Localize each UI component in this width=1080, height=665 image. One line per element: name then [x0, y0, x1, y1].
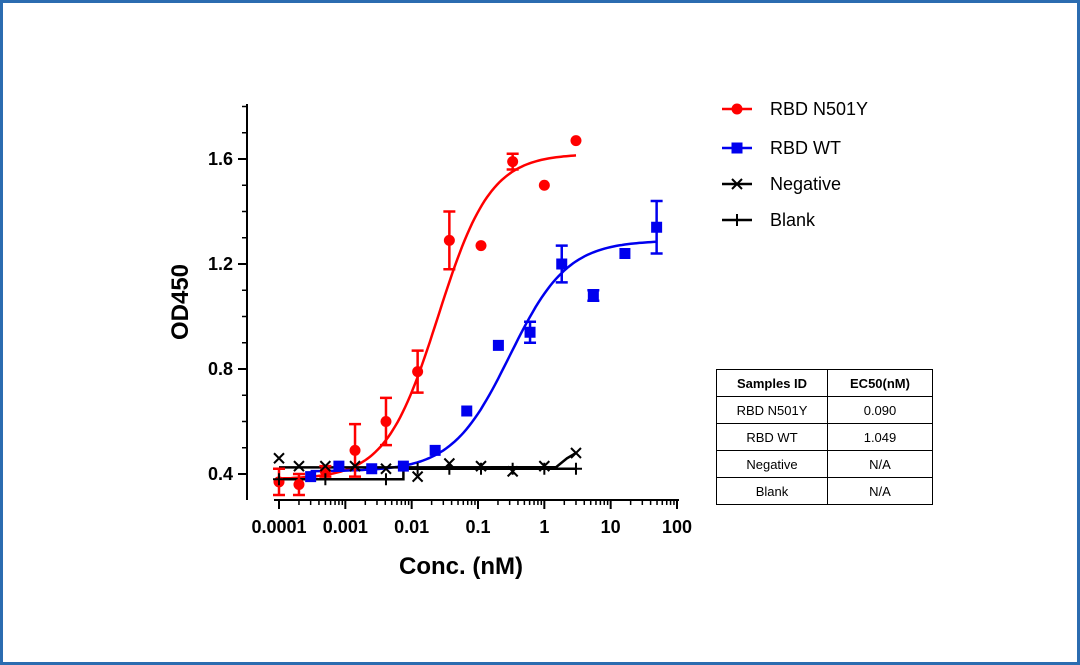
legend-marker-plus: [731, 214, 743, 226]
data-point-circle: [412, 366, 424, 378]
data-point-square: [492, 339, 504, 351]
table-cell: N/A: [827, 450, 933, 478]
data-point-circle: [443, 234, 455, 246]
table-cell: Negative: [716, 450, 828, 478]
data-point-plus: [411, 462, 424, 475]
table-header-row: Samples ID EC50(nM): [716, 369, 933, 397]
data-point-circle: [349, 444, 361, 456]
data-point-square: [556, 258, 568, 270]
data-point-circle: [570, 135, 582, 147]
x-tick-label: 1: [539, 517, 549, 537]
data-point-square: [461, 405, 473, 417]
data-point-square: [366, 463, 378, 475]
axes: 0.4 0.8 1.2 1.6 0.0001 0.001 0.01 0.1 1 10 100: [208, 104, 692, 537]
data-point-square: [524, 326, 536, 338]
y-tick-label: 0.4: [208, 464, 233, 484]
data-point-plus: [506, 462, 519, 475]
data-point-square: [619, 248, 631, 259]
fit-curves: [278, 154, 657, 481]
table-header-samples: Samples ID: [716, 369, 828, 397]
x-tick-label: 10: [601, 517, 621, 537]
table-cell: 1.049: [827, 423, 933, 451]
table-cell: 0.090: [827, 396, 933, 424]
data-point-x: [570, 447, 582, 459]
ec50-table: Samples ID EC50(nM) RBD N501Y 0.090 RBD …: [716, 369, 933, 505]
data-point-plus: [443, 462, 456, 475]
table-cell: RBD WT: [716, 423, 828, 451]
data-point-circle: [475, 240, 487, 252]
table-header-ec50: EC50(nM): [827, 369, 933, 397]
data-point-plus: [475, 462, 488, 475]
table-cell: N/A: [827, 477, 933, 505]
data-point-square: [305, 471, 317, 483]
table-row: RBD WT 1.049: [716, 423, 933, 451]
legend-label: Negative: [770, 174, 841, 194]
data-point-x: [319, 460, 332, 472]
data-point-circle: [380, 416, 392, 427]
table-cell: Blank: [716, 477, 828, 505]
legend-marker-x: [731, 178, 743, 190]
data-point-square: [397, 460, 409, 472]
data-point-plus: [379, 473, 392, 486]
x-tick-label: 0.0001: [251, 517, 306, 537]
x-tick-label: 0.01: [394, 517, 429, 537]
data-point-square: [429, 444, 441, 456]
x-tick-label: 0.1: [465, 517, 490, 537]
fit-curve-square: [310, 240, 657, 473]
data-point-x: [293, 460, 305, 472]
legend-marker-circle: [731, 103, 743, 115]
legend: RBD N501Y RBD WT Negative Blank: [722, 99, 868, 230]
legend-label: Blank: [770, 210, 816, 230]
table-row: RBD N501Y 0.090: [716, 396, 933, 424]
data-point-circle: [507, 156, 519, 168]
data-point-circle: [293, 479, 305, 490]
data-point-x: [349, 460, 361, 472]
table-cell: RBD N501Y: [716, 396, 828, 424]
x-axis-title: Conc. (nM): [399, 553, 523, 580]
y-axis-title: OD450: [167, 264, 194, 340]
data-point-square: [587, 290, 599, 301]
table-row: Negative N/A: [716, 450, 933, 478]
data-point-x: [380, 463, 392, 475]
data-point-plus: [569, 462, 582, 475]
data-marks: [273, 135, 663, 497]
fit-curve-plus: [279, 467, 576, 481]
legend-label: RBD WT: [770, 138, 841, 158]
y-tick-label: 1.2: [208, 254, 233, 274]
fit-curve-circle: [278, 154, 577, 480]
data-point-square: [333, 460, 345, 472]
x-tick-label: 100: [662, 517, 692, 537]
data-point-square: [651, 221, 663, 233]
y-tick-label: 1.6: [208, 149, 233, 169]
x-tick-label: 0.001: [323, 517, 368, 537]
legend-label: RBD N501Y: [770, 99, 868, 119]
table-row: Blank N/A: [716, 477, 933, 505]
data-point-plus: [538, 462, 551, 475]
data-point-circle: [538, 179, 550, 191]
data-point-plus: [319, 473, 332, 486]
legend-marker-square: [731, 142, 743, 154]
y-tick-label: 0.8: [208, 359, 233, 379]
data-point-x: [411, 470, 424, 483]
data-point-x: [273, 452, 285, 464]
data-point-plus: [273, 473, 285, 486]
